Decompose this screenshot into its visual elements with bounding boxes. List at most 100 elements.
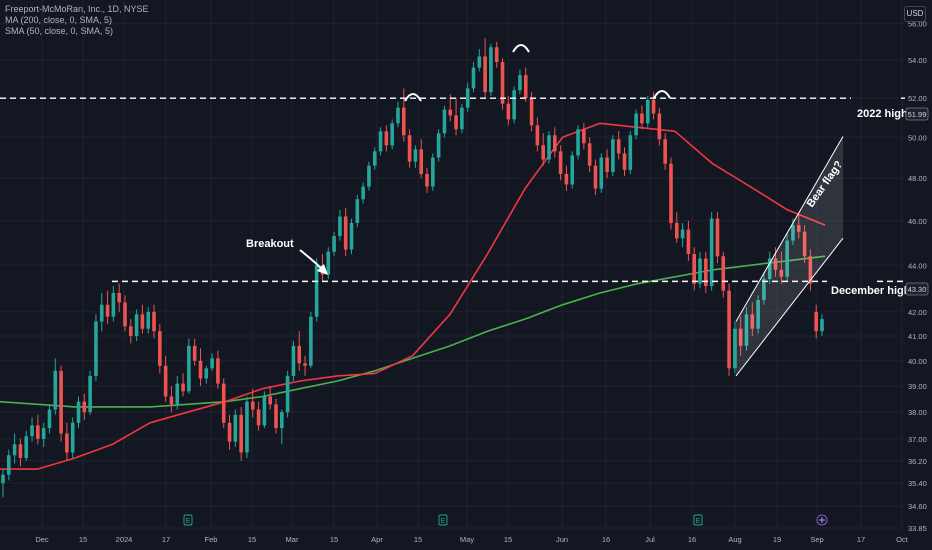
candle bbox=[750, 302, 755, 337]
event-marker[interactable] bbox=[816, 514, 828, 526]
pattern-arc bbox=[653, 90, 671, 99]
legend-ma200[interactable]: MA (200, close, 0, SMA, 5) bbox=[5, 15, 113, 25]
candle bbox=[314, 258, 319, 322]
event-marker-circle bbox=[816, 514, 828, 526]
candle-body bbox=[425, 173, 429, 187]
candle bbox=[268, 386, 272, 410]
candle-body bbox=[680, 229, 685, 239]
x-tick-label: May bbox=[460, 535, 474, 544]
candle bbox=[686, 220, 691, 261]
candle-body bbox=[721, 256, 726, 291]
candle-body bbox=[645, 99, 650, 124]
candle-body bbox=[599, 157, 604, 189]
candle-body bbox=[30, 425, 34, 437]
x-tick-label: 17 bbox=[162, 535, 170, 544]
legend-symbol-line[interactable]: Freeport-McMoRan, Inc., 1D, NYSE bbox=[5, 4, 149, 14]
y-tick-label: 48.00 bbox=[908, 174, 927, 183]
candle bbox=[820, 314, 824, 337]
x-tick-label: Jun bbox=[556, 535, 568, 544]
candle-body bbox=[314, 265, 319, 317]
candle bbox=[471, 62, 476, 93]
bear-flag-channel bbox=[735, 136, 844, 377]
candle bbox=[454, 97, 458, 136]
candle bbox=[628, 131, 633, 174]
candle bbox=[36, 414, 40, 445]
candle bbox=[692, 247, 697, 291]
candle-body bbox=[401, 107, 406, 136]
price-tag-december-high-text: 43.30 bbox=[908, 285, 927, 294]
x-tick-label: 19 bbox=[773, 535, 781, 544]
candle bbox=[390, 119, 394, 150]
candle bbox=[111, 286, 116, 322]
candle-body bbox=[18, 444, 23, 459]
x-tick-label: 2024 bbox=[116, 535, 133, 544]
candle-body bbox=[483, 56, 487, 93]
candle-body bbox=[128, 326, 133, 337]
candle-body bbox=[309, 316, 313, 366]
candle bbox=[802, 225, 807, 264]
earnings-marker[interactable]: E bbox=[183, 514, 193, 526]
earnings-marker[interactable]: E bbox=[438, 514, 448, 526]
candle-body bbox=[7, 455, 11, 475]
candle bbox=[338, 209, 342, 241]
candle bbox=[158, 323, 162, 374]
candle-body bbox=[140, 314, 145, 329]
candle bbox=[553, 127, 557, 158]
candle-body bbox=[158, 331, 162, 366]
y-tick-label: 56.00 bbox=[908, 20, 927, 29]
candle bbox=[616, 131, 621, 160]
price-axis[interactable]: 56.00 54.00 52.00 50.00 48.00 46.00 44.00 42.00… bbox=[908, 20, 927, 533]
candle bbox=[18, 438, 23, 467]
candle-body bbox=[221, 383, 226, 423]
candle bbox=[285, 370, 290, 418]
candle-body bbox=[59, 370, 63, 434]
candle bbox=[169, 386, 174, 413]
breakout-arrow bbox=[299, 249, 328, 275]
x-tick-label: Oct bbox=[896, 535, 909, 544]
chart-legend: Freeport-McMoRan, Inc., 1D, NYSE MA (200… bbox=[5, 4, 149, 37]
candle bbox=[128, 319, 133, 344]
candle bbox=[814, 304, 818, 339]
x-tick-label: 15 bbox=[504, 535, 512, 544]
legend-sma50[interactable]: SMA (50, close, 0, SMA, 5) bbox=[5, 26, 114, 36]
currency-button[interactable]: USD bbox=[904, 6, 926, 22]
candle bbox=[593, 159, 598, 195]
candle-body bbox=[523, 75, 528, 98]
candle bbox=[239, 406, 243, 461]
y-tick-label: 33.85 bbox=[908, 524, 927, 533]
candle-body bbox=[518, 75, 522, 91]
candle bbox=[704, 251, 708, 294]
candle bbox=[477, 49, 482, 72]
candle-body bbox=[378, 131, 383, 152]
candle bbox=[140, 304, 145, 334]
candle-body bbox=[216, 358, 220, 384]
channel-upper-line[interactable] bbox=[735, 136, 844, 322]
candle-body bbox=[343, 216, 348, 250]
pattern-arc bbox=[404, 93, 422, 102]
candle bbox=[343, 207, 348, 257]
channel-lower-line[interactable] bbox=[735, 237, 844, 377]
candle bbox=[460, 103, 464, 134]
candle-body bbox=[762, 279, 766, 301]
candle-body bbox=[210, 358, 214, 369]
candle bbox=[88, 370, 92, 415]
earnings-marker[interactable]: E bbox=[693, 514, 703, 526]
time-axis[interactable]: Dec 15 2024 17 Feb 15 Mar 15 Apr 15 May 15 Jun 16 Jul 1… bbox=[35, 514, 909, 544]
candle bbox=[7, 449, 11, 481]
candle bbox=[192, 338, 197, 366]
candle-body bbox=[512, 90, 516, 120]
candle-body bbox=[471, 67, 476, 89]
candle bbox=[30, 417, 34, 442]
candle-body bbox=[36, 425, 40, 439]
candle bbox=[698, 251, 702, 289]
candle-body bbox=[820, 319, 824, 332]
candle-body bbox=[489, 47, 493, 93]
candle-body bbox=[698, 258, 702, 284]
candle-body bbox=[651, 99, 656, 114]
candle-body bbox=[465, 88, 470, 108]
candle bbox=[70, 417, 75, 459]
candle bbox=[12, 433, 17, 464]
ma200-line-layer bbox=[0, 255, 826, 408]
candle bbox=[425, 167, 429, 193]
